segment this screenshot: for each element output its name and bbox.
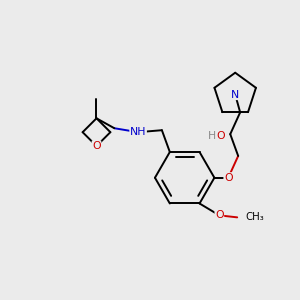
Text: O: O (92, 141, 101, 151)
Text: H: H (208, 131, 217, 141)
Text: NH: NH (130, 127, 146, 137)
Text: N: N (231, 89, 239, 100)
Text: CH₃: CH₃ (245, 212, 264, 222)
Text: O: O (216, 131, 225, 141)
Text: N: N (231, 89, 239, 100)
Text: O: O (215, 210, 224, 220)
Text: O: O (224, 173, 232, 183)
